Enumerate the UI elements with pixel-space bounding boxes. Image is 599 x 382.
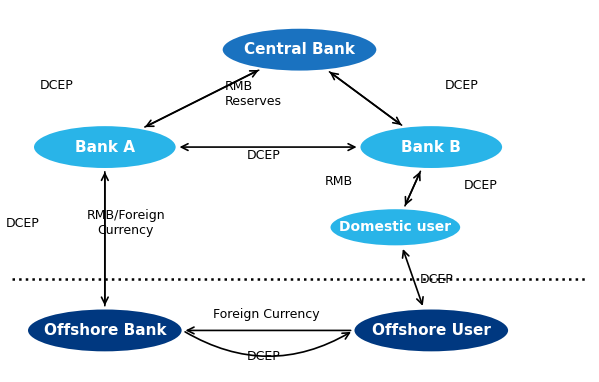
Text: DCEP: DCEP — [247, 350, 280, 363]
Text: DCEP: DCEP — [247, 149, 280, 162]
Text: DCEP: DCEP — [40, 79, 74, 92]
Ellipse shape — [359, 125, 503, 169]
Text: DCEP: DCEP — [464, 179, 498, 192]
Ellipse shape — [222, 28, 377, 72]
Text: DCEP: DCEP — [444, 79, 478, 92]
Text: Foreign Currency: Foreign Currency — [213, 308, 320, 320]
Text: RMB/Foreign
Currency: RMB/Foreign Currency — [86, 209, 165, 238]
Text: DCEP: DCEP — [6, 217, 40, 230]
Text: DCEP: DCEP — [419, 273, 453, 286]
Text: RMB
Reserves: RMB Reserves — [225, 79, 282, 108]
Text: Bank A: Bank A — [75, 139, 135, 155]
Text: Domestic user: Domestic user — [339, 220, 452, 234]
Ellipse shape — [329, 208, 461, 246]
Ellipse shape — [353, 309, 509, 352]
Ellipse shape — [33, 125, 177, 169]
Text: Central Bank: Central Bank — [244, 42, 355, 57]
Text: Offshore Bank: Offshore Bank — [44, 323, 166, 338]
Text: RMB: RMB — [325, 175, 352, 188]
Text: Offshore User: Offshore User — [372, 323, 491, 338]
Text: Bank B: Bank B — [401, 139, 461, 155]
Ellipse shape — [27, 309, 183, 352]
